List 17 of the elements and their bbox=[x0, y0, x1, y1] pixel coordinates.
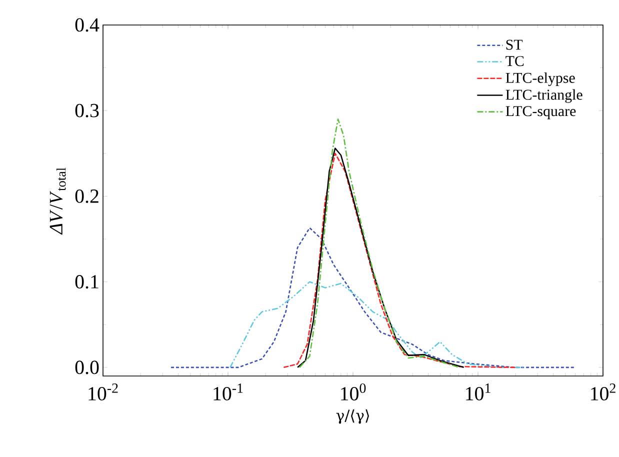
y-axis-title: ΔV/V$_{total}$ bbox=[50, 168, 66, 235]
x-tick-label: 10$^{1}$ bbox=[466, 383, 490, 400]
y-tick-label: 0.4 bbox=[75, 18, 100, 32]
legend-label: LTC-elypse bbox=[506, 72, 575, 86]
legend-label: LTC-triangle bbox=[506, 89, 582, 103]
legend-label: LTC-square bbox=[506, 106, 576, 120]
x-tick-label: 10$^{0}$ bbox=[341, 384, 366, 400]
y-tick-label: 0.1 bbox=[75, 275, 98, 289]
legend-label: TC bbox=[506, 56, 524, 66]
y-tick-label: 0.0 bbox=[75, 360, 99, 374]
x-tick-label: 10$^{-2}$ bbox=[88, 384, 118, 400]
y-tick-label: 0.3 bbox=[75, 104, 99, 118]
x-tick-label: 10$^{-1}$ bbox=[214, 383, 243, 400]
y-tick-label: 0.2 bbox=[75, 189, 98, 203]
legend-label: ST bbox=[506, 40, 523, 50]
x-tick-label: 10$^{2}$ bbox=[591, 384, 616, 400]
x-axis-title: γ/⟨γ⟩ bbox=[336, 409, 369, 424]
